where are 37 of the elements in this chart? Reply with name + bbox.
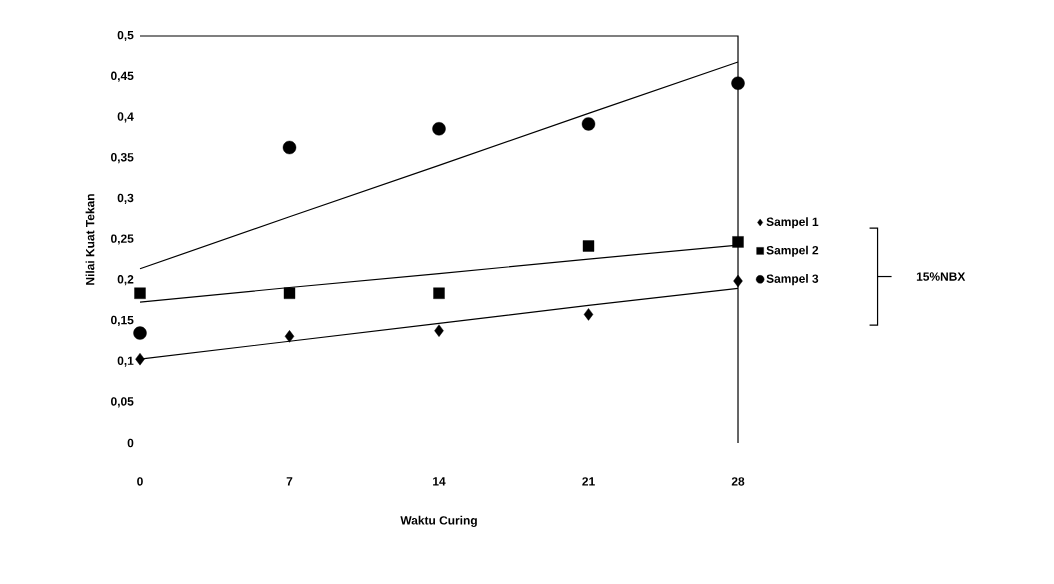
- y-tick-label: 0,2: [117, 275, 134, 286]
- y-tick-label: 0,45: [111, 71, 134, 82]
- x-axis-title: Waktu Curing: [400, 515, 477, 528]
- y-tick-label: 0,05: [111, 397, 134, 408]
- x-tick-label: 14: [433, 477, 446, 486]
- point: [434, 324, 444, 337]
- y-axis-title: Nilai Kuat Tekan: [85, 194, 95, 285]
- point: [134, 287, 146, 299]
- y-tick-label: 0,4: [117, 112, 134, 123]
- y-tick-label: 0,3: [117, 193, 134, 204]
- legend-label: Sampel 1: [766, 217, 819, 229]
- point: [731, 76, 745, 90]
- y-tick-label: 0,15: [111, 315, 134, 326]
- point: [282, 140, 297, 155]
- point: [583, 308, 594, 321]
- point: [433, 287, 445, 299]
- x-tick-label: 28: [731, 477, 745, 486]
- point: [133, 326, 147, 340]
- x-tick-label: 0: [137, 477, 143, 486]
- point: [582, 240, 595, 252]
- point: [732, 236, 744, 248]
- y-tick-label: 0,25: [111, 234, 134, 245]
- x-tick-label: 21: [582, 477, 595, 486]
- point: [733, 274, 743, 288]
- point: [135, 352, 145, 366]
- point: [284, 330, 295, 343]
- y-tick-label: 0,5: [117, 30, 134, 42]
- y-tick-label: 0: [127, 438, 134, 448]
- point: [581, 117, 596, 131]
- legend-label: Sampel 2: [766, 245, 819, 257]
- point: [432, 122, 446, 136]
- y-tick-label: 0,1: [117, 356, 134, 367]
- x-tick-label: 7: [286, 477, 293, 486]
- legend-label: Sampel 3: [766, 274, 819, 286]
- point: [283, 287, 296, 299]
- legend-title: 15%NBX: [916, 272, 966, 281]
- y-tick-label: 0,35: [111, 153, 134, 164]
